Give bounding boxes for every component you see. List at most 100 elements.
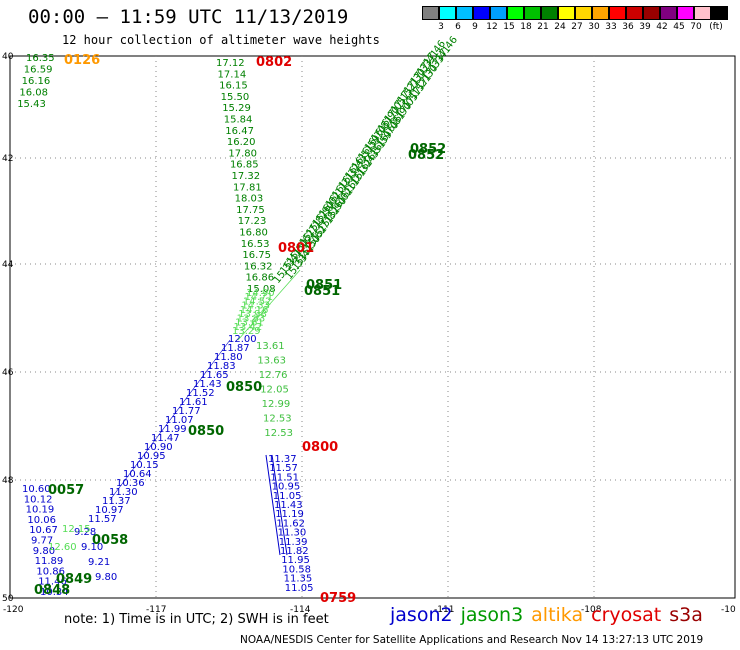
swh-label: 11.62 <box>276 518 305 529</box>
colorbar-cell <box>609 6 626 20</box>
swh-label: 17.75 <box>236 205 265 216</box>
swh-label: 16.85 <box>230 160 259 171</box>
credits-text: NOAA/NESDIS Center for Satellite Applica… <box>240 634 704 646</box>
swh-label: 11.47 <box>151 433 180 444</box>
x-tick-label: -114 <box>290 605 311 615</box>
swh-label: 9.77 <box>31 536 53 547</box>
colorbar-label: 45 <box>673 22 685 32</box>
pass-time-label: 0851 <box>304 284 340 299</box>
x-tick-label: -111 <box>434 605 454 615</box>
swh-label: 12.53 <box>264 428 293 439</box>
page-title: 00:00 – 11:59 UTC 11/13/2019 <box>28 6 349 28</box>
swh-label: 9.28 <box>74 527 96 538</box>
swh-label: 10.97 <box>95 505 124 516</box>
satellite-legend: jason2 jason3 altika cryosat s3a <box>390 604 711 626</box>
swh-label: 17.14 <box>218 69 247 80</box>
swh-label: 16.86 <box>245 273 274 284</box>
swh-label: 10.58 <box>282 564 311 575</box>
pass-time-label: 0802 <box>256 55 292 70</box>
swh-label: 16.32 <box>244 261 273 272</box>
swh-label: 10.06 <box>27 515 56 526</box>
swh-label: 14.33 <box>241 301 270 312</box>
colorbar-label: 39 <box>639 22 651 32</box>
swh-label: 11.82 <box>280 546 309 557</box>
swh-label: 11.39 <box>279 537 308 548</box>
swh-label: 15.84 <box>224 115 253 126</box>
colorbar-label: 18 <box>520 22 532 32</box>
swh-label: 9.10 <box>81 542 103 553</box>
colorbar-cell <box>694 6 711 20</box>
colorbar-label: 36 <box>622 22 634 32</box>
swh-label: 11.80 <box>214 352 243 363</box>
colorbar-cell <box>558 6 575 20</box>
x-tick-label: -120 <box>3 605 24 615</box>
colorbar-label: 6 <box>455 22 461 32</box>
swh-label: 10.34 <box>40 587 69 598</box>
swh-label: 10.19 <box>26 505 55 516</box>
colorbar-cell <box>456 6 473 20</box>
track-line <box>265 454 281 556</box>
swh-label: 16.47 <box>225 126 254 137</box>
swh-label: 11.57 <box>269 463 298 474</box>
pass-time-label: 0852 <box>410 142 446 157</box>
colorbar-label: 70 <box>690 22 702 32</box>
swh-label: 11.83 <box>207 361 236 372</box>
swh-label: 10.90 <box>144 442 173 453</box>
swh-label: 11.46 <box>38 577 67 588</box>
swh-label: 9.21 <box>88 557 110 568</box>
colorbar-cell <box>575 6 592 20</box>
colorbar-label: 30 <box>588 22 600 32</box>
swh-label: 11.37 <box>268 454 297 465</box>
colorbar-cell <box>711 6 728 20</box>
track-line <box>271 454 288 556</box>
swh-label: 11.07 <box>165 415 194 426</box>
y-tick-label: 46 <box>2 368 14 378</box>
swh-label: 17.23 <box>238 216 267 227</box>
swh-label: 11.95 <box>281 555 310 566</box>
swh-label: 12.00 <box>228 334 257 345</box>
swh-label: 11.57 <box>88 514 117 525</box>
legend-jason3: jason3 <box>460 604 524 626</box>
swh-label: 13.61 <box>235 318 264 329</box>
swh-label: 11.05 <box>273 491 302 502</box>
colorbar-label: 3 <box>438 22 444 32</box>
swh-label: 11.37 <box>102 496 131 507</box>
swh-label: 16.59 <box>24 65 53 76</box>
swh-label: 10.95 <box>272 482 301 493</box>
swh-label: 17.32 <box>232 171 261 182</box>
x-tick-label: -108 <box>581 605 602 615</box>
swh-label: 11.99 <box>158 424 187 435</box>
swh-label: 12.05 <box>260 385 289 396</box>
swh-label: 11.65 <box>200 370 229 381</box>
track-line <box>109 339 231 501</box>
colorbar-cell <box>473 6 490 20</box>
swh-label: 16.75 <box>242 250 271 261</box>
swh-label: 12.15 <box>62 524 91 535</box>
x-tick-label: -117 <box>146 605 166 615</box>
swh-label: 13.83 <box>237 313 266 324</box>
swh-label: 15.50 <box>221 92 250 103</box>
swh-label: 16.15 <box>219 81 248 92</box>
legend-altika: altika <box>531 604 584 626</box>
swh-label: 14.52 <box>243 296 272 307</box>
swh-label: 10.36 <box>116 478 145 489</box>
swh-label: 11.61 <box>179 397 208 408</box>
swh-label: 17.81 <box>233 182 262 193</box>
pass-time-label: 0126 <box>64 53 100 68</box>
pass-time-label: 0849 <box>56 572 92 587</box>
colorbar-cell <box>490 6 507 20</box>
colorbar-cell <box>524 6 541 20</box>
map-note: note: 1) Time is in UTC; 2) SWH is in fe… <box>64 612 329 627</box>
colorbar-label: 21 <box>537 22 549 32</box>
swh-label: 11.52 <box>186 388 215 399</box>
swh-label: 16.16 <box>22 76 51 87</box>
y-tick-label: 42 <box>2 154 13 164</box>
swh-label: 11.43 <box>193 379 222 390</box>
pass-time-label: 0848 <box>34 583 70 598</box>
colorbar-label: 12 <box>486 22 498 32</box>
swh-label: 10.67 <box>29 525 58 536</box>
swh-label: 11.87 <box>221 343 250 354</box>
swh-label: 12.76 <box>259 370 288 381</box>
legend-jason2: jason2 <box>390 604 453 626</box>
